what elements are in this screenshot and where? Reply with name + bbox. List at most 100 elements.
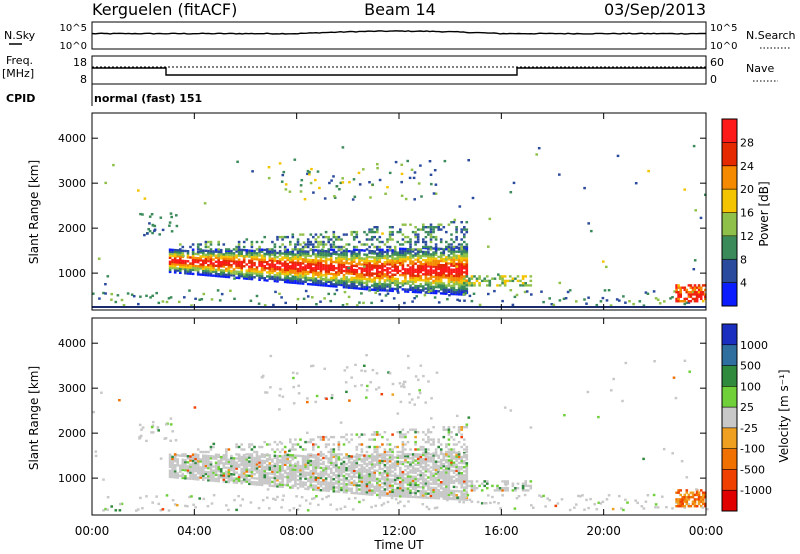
heatmap-cell <box>352 252 356 255</box>
heatmap-cell <box>327 494 330 498</box>
heatmap-cell <box>433 296 437 299</box>
heatmap-cell <box>304 465 307 468</box>
heatmap-cell <box>240 457 243 461</box>
heatmap-cell <box>546 497 549 500</box>
nsky-label: N.Sky <box>4 29 36 42</box>
heatmap-cell <box>691 500 695 503</box>
heatmap-cell <box>347 487 351 490</box>
heatmap-cell <box>301 248 305 251</box>
heatmap-cell <box>196 458 200 461</box>
heatmap-cell <box>271 248 274 251</box>
heatmap-cell <box>322 469 325 472</box>
heatmap-cell <box>368 272 371 275</box>
heatmap-cell <box>411 477 415 480</box>
heatmap-cell <box>217 473 220 477</box>
heatmap-cell <box>605 299 609 302</box>
heatmap-cell <box>411 250 415 253</box>
heatmap-cell <box>355 459 359 463</box>
heatmap-cell <box>692 268 696 271</box>
heatmap-cell <box>460 221 463 224</box>
heatmap-cell <box>566 290 570 294</box>
heatmap-cell <box>230 253 233 257</box>
heatmap-cell <box>452 278 456 282</box>
heatmap-cell <box>199 476 202 479</box>
heatmap-cell <box>473 487 476 490</box>
heatmap-cell <box>110 505 113 508</box>
heatmap-cell <box>263 304 267 307</box>
heatmap-cell <box>447 428 451 431</box>
heatmap-cell <box>266 261 269 264</box>
heatmap-cell <box>452 494 455 497</box>
heatmap-cell <box>278 260 282 263</box>
heatmap-cell <box>355 281 359 284</box>
heatmap-cell <box>342 443 346 446</box>
heatmap-cell <box>207 473 210 476</box>
heatmap-cell <box>286 465 289 469</box>
heatmap-cell <box>411 286 415 290</box>
heatmap-cell <box>447 223 451 226</box>
heatmap-cell <box>327 250 330 253</box>
heatmap-cell <box>691 491 695 494</box>
heatmap-cell <box>396 454 399 457</box>
heatmap-cell <box>219 265 223 268</box>
heatmap-cell <box>671 296 674 299</box>
heatmap-cell <box>383 478 387 481</box>
heatmap-cell <box>373 457 376 460</box>
heatmap-cell <box>230 266 233 269</box>
heatmap-cell <box>210 502 214 505</box>
heatmap-cell <box>432 443 435 446</box>
heatmap-cell <box>168 268 172 272</box>
heatmap-cell <box>145 294 148 297</box>
heatmap-cell <box>352 248 356 251</box>
heatmap-cell <box>437 290 440 293</box>
heatmap-cell <box>167 297 171 300</box>
heatmap-cell <box>297 392 301 395</box>
heatmap-cell <box>396 257 399 260</box>
heatmap-cell <box>432 480 435 483</box>
heatmap-cell <box>237 252 241 255</box>
heatmap-cell <box>404 272 407 275</box>
heatmap-cell <box>227 476 231 480</box>
heatmap-cell <box>429 275 433 278</box>
heatmap-cell <box>332 277 336 280</box>
heatmap-cell <box>687 284 691 287</box>
heatmap-cell <box>235 266 238 269</box>
power-colorbar-label: Power [dB] <box>757 181 771 246</box>
heatmap-cell <box>408 401 412 404</box>
heatmap-cell <box>471 196 475 200</box>
heatmap-cell <box>452 264 456 267</box>
heatmap-cell <box>433 506 437 510</box>
heatmap-cell <box>416 291 420 294</box>
heatmap-cell <box>391 259 394 262</box>
heatmap-cell <box>450 280 453 283</box>
heatmap-cell <box>253 276 256 279</box>
heatmap-cell <box>463 480 466 483</box>
heatmap-cell <box>358 267 361 270</box>
heatmap-cell <box>404 453 407 456</box>
heatmap-cell <box>376 483 379 487</box>
heatmap-cell <box>350 286 353 290</box>
heatmap-cell <box>337 440 341 444</box>
heatmap-cell <box>376 274 379 278</box>
heatmap-cell <box>424 279 428 282</box>
heatmap-cell <box>411 254 415 257</box>
heatmap-cell <box>329 483 333 487</box>
heatmap-cell <box>401 472 405 476</box>
heatmap-cell <box>299 454 302 458</box>
heatmap-cell <box>363 230 366 234</box>
heatmap-cell <box>335 482 338 485</box>
heatmap-cell <box>439 267 443 271</box>
heatmap-cell <box>360 488 364 491</box>
heatmap-cell <box>250 257 254 261</box>
heatmap-cell <box>693 284 697 287</box>
heatmap-cell <box>450 260 453 263</box>
heatmap-cell <box>268 462 272 465</box>
heatmap-cell <box>411 465 415 468</box>
heatmap-cell <box>214 457 218 460</box>
heatmap-cell <box>291 456 295 459</box>
heatmap-cell <box>278 162 282 165</box>
heatmap-cell <box>370 459 374 462</box>
heatmap-cell <box>463 277 466 280</box>
heatmap-cell <box>416 463 420 466</box>
heatmap-cell <box>312 476 315 479</box>
